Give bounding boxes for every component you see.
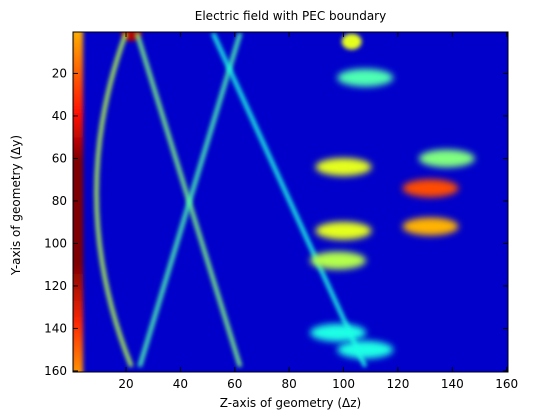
y-tick-label: 40 — [52, 109, 67, 123]
y-tick-label: 140 — [44, 321, 67, 335]
plot-frame — [72, 31, 509, 373]
axis-ticks: 20 40 60 80 100 120 140 160 20 40 60 80 100 120 140 160 — [44, 32, 518, 391]
x-tick-label: 100 — [332, 377, 355, 391]
heatmap-features — [73, 32, 508, 372]
heatmap-lobe-9 — [402, 217, 459, 236]
y-tick-label: 160 — [44, 364, 67, 378]
heatmap-lobe-7 — [315, 221, 372, 240]
heatmap-lobe-10 — [418, 149, 475, 168]
x-tick-label: 80 — [282, 377, 297, 391]
y-tick-label: 100 — [44, 236, 67, 250]
heatmap-arc-2 — [94, 32, 134, 368]
y-tick-label: 80 — [52, 194, 67, 208]
x-tick-label: 160 — [495, 377, 518, 391]
heatmap-lobe-11 — [310, 251, 367, 270]
heatmap-lobe-8 — [402, 179, 459, 198]
heatmap-hotspot-12 — [341, 33, 362, 50]
y-tick-label: 20 — [52, 66, 67, 80]
heatmap-lobe-15 — [337, 340, 394, 359]
heatmap-ridge-4 — [137, 32, 243, 368]
x-tick-label: 60 — [227, 377, 242, 391]
x-tick-label: 40 — [173, 377, 188, 391]
x-tick-label: 140 — [441, 377, 464, 391]
heatmap-ridge-5 — [211, 32, 368, 368]
x-axis-label: Z-axis of geometry (Δz) — [219, 396, 362, 410]
heatmap-left-edge-band-0 — [73, 32, 84, 372]
x-tick-label: 20 — [118, 377, 133, 391]
heatmap-lobe-13 — [337, 68, 394, 87]
heatmap-lobe-14 — [310, 323, 367, 342]
y-tick-label: 120 — [44, 279, 67, 293]
heatmap-lobe-6 — [315, 157, 372, 176]
chart-title: Electric field with PEC boundary — [194, 9, 387, 23]
y-tick-label: 60 — [52, 151, 67, 165]
x-tick-label: 120 — [386, 377, 409, 391]
